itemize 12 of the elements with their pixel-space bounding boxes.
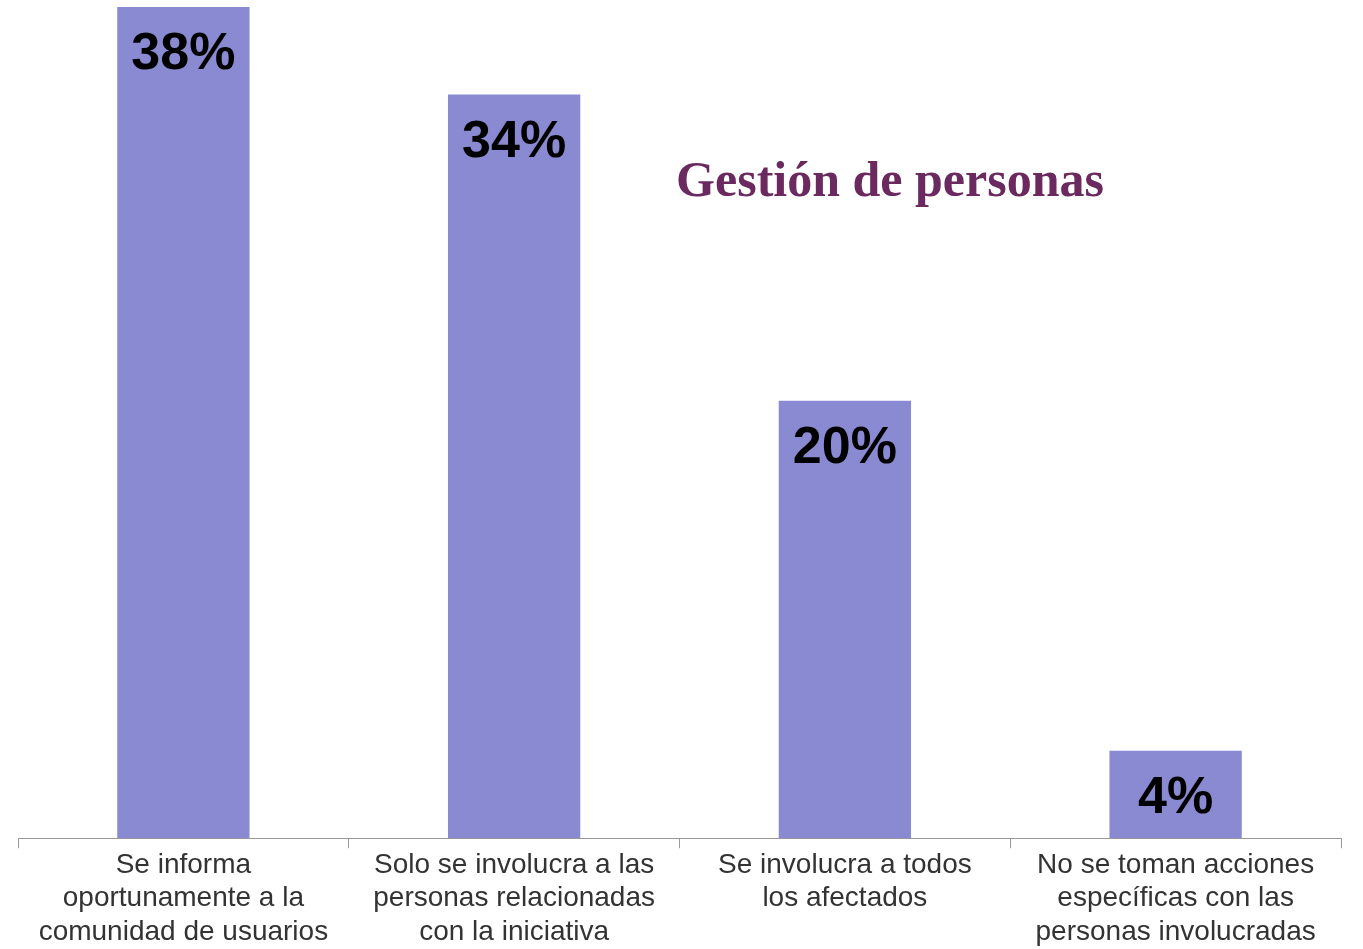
x-tick-label: Solo se involucra a las personas relacionadas con la iniciativa bbox=[373, 847, 655, 946]
text: Gestión de personas bbox=[675, 150, 1105, 208]
data-label: 4% bbox=[1138, 766, 1214, 825]
x-tick-label: No se toman acciones específicas con las personas involucradas bbox=[1035, 847, 1316, 946]
data-label: 34% bbox=[462, 109, 567, 168]
bar bbox=[447, 94, 581, 839]
data-label: 38% bbox=[131, 22, 236, 81]
x-tick-label: Se informa oportunamente a la comunidad de usuarios bbox=[38, 847, 329, 946]
x-tick-label: Se involucra a todos los afectados bbox=[718, 847, 972, 913]
bar bbox=[778, 400, 912, 839]
data-label: 20% bbox=[792, 416, 897, 475]
bar bbox=[117, 7, 250, 839]
